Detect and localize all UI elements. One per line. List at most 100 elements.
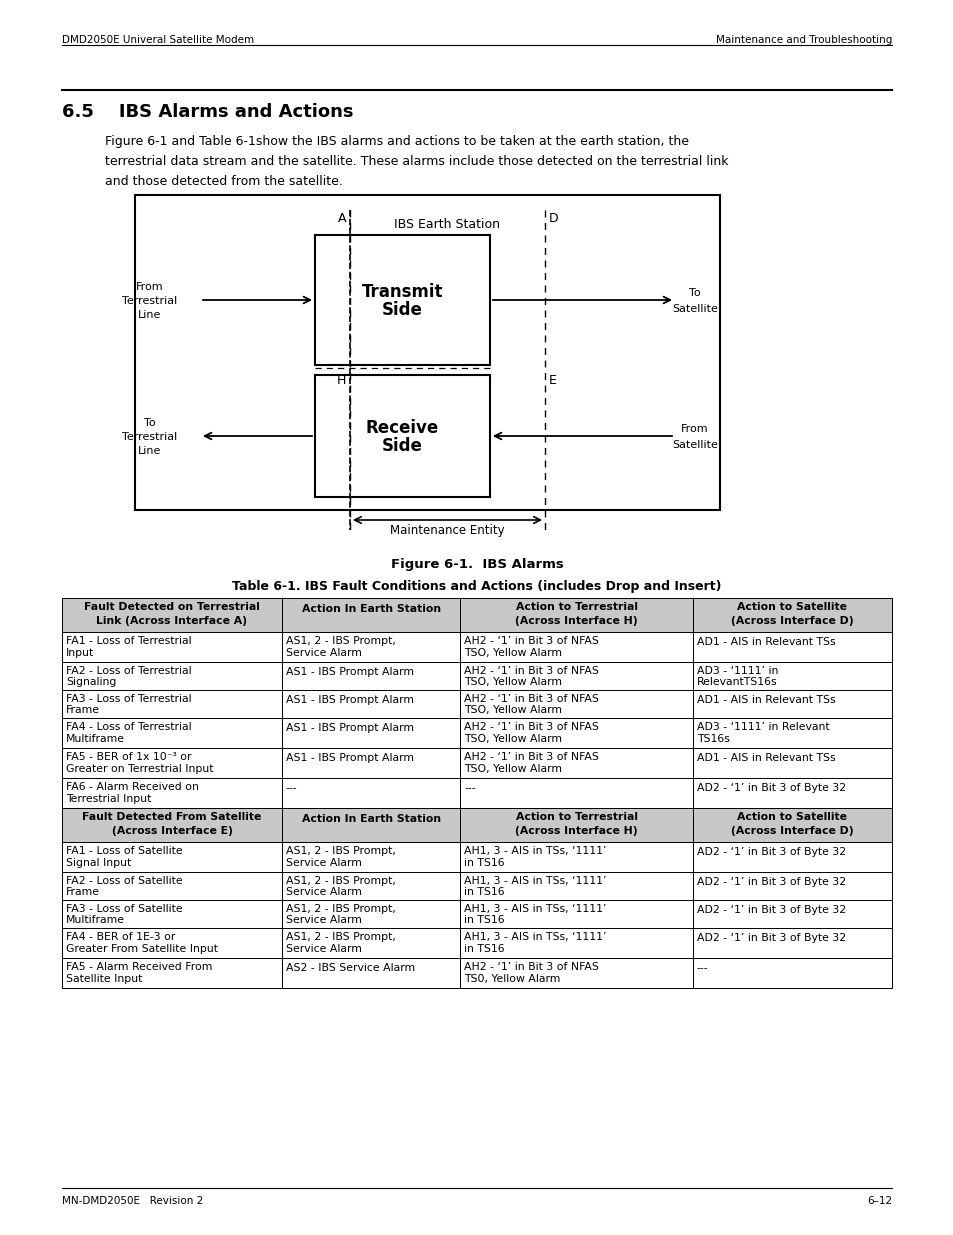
Bar	[460, 690, 692, 718]
Bar	[460, 808, 692, 842]
Text: AH2 - ‘1’ in Bit 3 of NFAS: AH2 - ‘1’ in Bit 3 of NFAS	[464, 636, 598, 646]
Text: TSO, Yellow Alarm: TSO, Yellow Alarm	[464, 648, 562, 658]
Text: (Across Interface H): (Across Interface H)	[515, 826, 638, 836]
Bar	[135, 195, 720, 510]
Text: AH1, 3 - AIS in TSs, ‘1111’: AH1, 3 - AIS in TSs, ‘1111’	[464, 876, 606, 885]
Text: AD2 - ‘1’ in Bit 3 of Byte 32: AD2 - ‘1’ in Bit 3 of Byte 32	[696, 847, 845, 857]
Text: TSO, Yellow Alarm: TSO, Yellow Alarm	[464, 764, 562, 774]
Text: Service Alarm: Service Alarm	[286, 887, 361, 897]
Text: (Across Interface E): (Across Interface E)	[112, 826, 233, 836]
Bar	[62, 808, 282, 842]
Bar	[460, 900, 692, 927]
Text: FA4 - Loss of Terrestrial: FA4 - Loss of Terrestrial	[66, 722, 192, 732]
Text: FA2 - Loss of Terrestrial: FA2 - Loss of Terrestrial	[66, 666, 192, 676]
Bar	[62, 900, 282, 927]
Text: AD3 - ‘1111’ in Relevant: AD3 - ‘1111’ in Relevant	[696, 722, 828, 732]
Bar	[282, 900, 460, 927]
Text: RelevantTS16s: RelevantTS16s	[696, 677, 777, 687]
Text: AD1 - AIS in Relevant TSs: AD1 - AIS in Relevant TSs	[696, 695, 835, 705]
Text: AS1 - IBS Prompt Alarm: AS1 - IBS Prompt Alarm	[286, 667, 414, 677]
Text: A: A	[337, 212, 346, 225]
Text: AS1, 2 - IBS Prompt,: AS1, 2 - IBS Prompt,	[286, 904, 395, 914]
Bar	[282, 872, 460, 900]
Bar	[282, 808, 460, 842]
Text: FA1 - Loss of Terrestrial: FA1 - Loss of Terrestrial	[66, 636, 192, 646]
Text: Maintenance and Troubleshooting: Maintenance and Troubleshooting	[715, 35, 891, 44]
Bar	[282, 778, 460, 808]
Text: AH2 - ‘1’ in Bit 3 of NFAS: AH2 - ‘1’ in Bit 3 of NFAS	[464, 666, 598, 676]
Text: in TS16: in TS16	[464, 915, 504, 925]
Bar	[62, 842, 282, 872]
Bar	[692, 958, 891, 988]
Text: AH2 - ‘1’ in Bit 3 of NFAS: AH2 - ‘1’ in Bit 3 of NFAS	[464, 962, 598, 972]
Text: Action to Terrestrial: Action to Terrestrial	[515, 813, 637, 823]
Text: Signaling: Signaling	[66, 677, 116, 687]
Bar	[460, 778, 692, 808]
Text: AH2 - ‘1’ in Bit 3 of NFAS: AH2 - ‘1’ in Bit 3 of NFAS	[464, 694, 598, 704]
Text: TSO, Yellow Alarm: TSO, Yellow Alarm	[464, 705, 562, 715]
Bar	[62, 662, 282, 690]
Text: Service Alarm: Service Alarm	[286, 858, 361, 868]
Text: Greater on Terrestrial Input: Greater on Terrestrial Input	[66, 764, 213, 774]
Bar	[692, 662, 891, 690]
Text: FA2 - Loss of Satellite: FA2 - Loss of Satellite	[66, 876, 182, 885]
Bar	[282, 842, 460, 872]
Text: To: To	[688, 288, 700, 298]
Bar	[692, 690, 891, 718]
Text: Multiframe: Multiframe	[66, 734, 125, 745]
Text: (Across Interface D): (Across Interface D)	[730, 616, 853, 626]
Text: AH2 - ‘1’ in Bit 3 of NFAS: AH2 - ‘1’ in Bit 3 of NFAS	[464, 722, 598, 732]
Text: ---: ---	[464, 783, 476, 793]
Text: AS1 - IBS Prompt Alarm: AS1 - IBS Prompt Alarm	[286, 724, 414, 734]
Text: Receive: Receive	[366, 419, 438, 437]
Text: TSO, Yellow Alarm: TSO, Yellow Alarm	[464, 734, 562, 745]
Text: Side: Side	[381, 437, 422, 454]
Bar	[282, 662, 460, 690]
Text: Fault Detected on Terrestrial: Fault Detected on Terrestrial	[84, 603, 259, 613]
Text: in TS16: in TS16	[464, 945, 504, 955]
Text: FA6 - Alarm Received on: FA6 - Alarm Received on	[66, 782, 198, 792]
Bar	[282, 958, 460, 988]
Text: Frame: Frame	[66, 887, 100, 897]
Text: AD2 - ‘1’ in Bit 3 of Byte 32: AD2 - ‘1’ in Bit 3 of Byte 32	[696, 905, 845, 915]
Bar	[460, 842, 692, 872]
Text: Input: Input	[66, 648, 94, 658]
Text: Link (Across Interface A): Link (Across Interface A)	[96, 616, 247, 626]
Text: Action to Terrestrial: Action to Terrestrial	[515, 603, 637, 613]
Text: AS1, 2 - IBS Prompt,: AS1, 2 - IBS Prompt,	[286, 846, 395, 856]
Text: FA1 - Loss of Satellite: FA1 - Loss of Satellite	[66, 846, 182, 856]
Bar	[62, 598, 282, 632]
Bar	[692, 872, 891, 900]
Text: AS2 - IBS Service Alarm: AS2 - IBS Service Alarm	[286, 963, 415, 973]
Text: and those detected from the satellite.: and those detected from the satellite.	[105, 175, 342, 188]
Text: ---: ---	[696, 963, 708, 973]
Text: AH1, 3 - AIS in TSs, ‘1111’: AH1, 3 - AIS in TSs, ‘1111’	[464, 846, 606, 856]
Text: AS1 - IBS Prompt Alarm: AS1 - IBS Prompt Alarm	[286, 695, 414, 705]
Bar	[314, 235, 490, 366]
Text: Service Alarm: Service Alarm	[286, 648, 361, 658]
Bar	[282, 927, 460, 958]
Bar	[460, 958, 692, 988]
Text: Terrestrial: Terrestrial	[122, 432, 177, 442]
Text: Terrestrial: Terrestrial	[122, 296, 177, 306]
Text: Line: Line	[138, 310, 161, 320]
Text: To: To	[144, 417, 155, 429]
Bar	[692, 842, 891, 872]
Bar	[692, 927, 891, 958]
Bar	[460, 927, 692, 958]
Text: TS16s: TS16s	[696, 734, 729, 745]
Text: Fault Detected From Satellite: Fault Detected From Satellite	[82, 813, 261, 823]
Bar	[692, 718, 891, 748]
Text: Service Alarm: Service Alarm	[286, 945, 361, 955]
Text: TSO, Yellow Alarm: TSO, Yellow Alarm	[464, 677, 562, 687]
Text: in TS16: in TS16	[464, 858, 504, 868]
Text: Greater From Satellite Input: Greater From Satellite Input	[66, 945, 218, 955]
Bar	[460, 632, 692, 662]
Bar	[62, 927, 282, 958]
Bar	[692, 900, 891, 927]
Text: Action In Earth Station: Action In Earth Station	[301, 604, 440, 614]
Bar	[692, 778, 891, 808]
Text: AD2 - ‘1’ in Bit 3 of Byte 32: AD2 - ‘1’ in Bit 3 of Byte 32	[696, 877, 845, 887]
Bar	[62, 632, 282, 662]
Bar	[460, 662, 692, 690]
